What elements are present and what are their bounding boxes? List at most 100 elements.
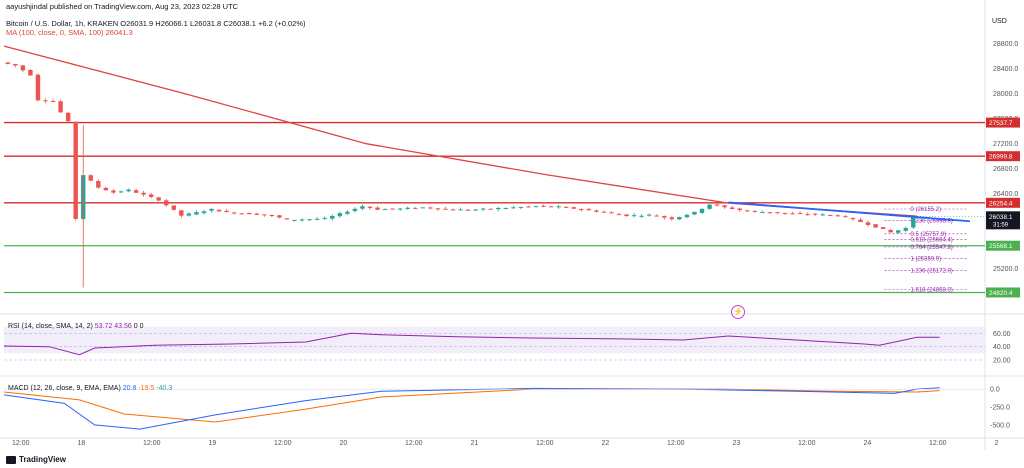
candle-body — [873, 224, 878, 228]
candle-body — [639, 215, 644, 217]
candle-body — [752, 210, 758, 212]
candle-body — [488, 208, 493, 210]
candle-body — [420, 207, 426, 209]
rsi-legend: RSI (14, close, SMA, 14, 2) 53.72 43.56 … — [8, 323, 144, 330]
close-value: 26038.1 — [228, 19, 256, 28]
y-tick-label: 28000.0 — [993, 91, 1018, 98]
published-note: aayushjindal published on TradingView.co… — [6, 2, 239, 11]
x-tick-label: 12:00 — [12, 440, 30, 447]
candle-body — [88, 175, 93, 181]
level-price-tag — [986, 117, 1020, 128]
ohlc-legend: Bitcoin / U.S. Dollar, 1h, KRAKEN O26031… — [6, 19, 306, 28]
candle-body — [563, 206, 569, 208]
candle-body — [737, 208, 742, 211]
rsi-value-1: 53.72 — [94, 323, 113, 330]
candle-body — [254, 213, 259, 215]
candle-body — [50, 101, 56, 103]
candle-body — [790, 213, 795, 215]
ma-legend: MA (100, close, 0, SMA, 100) 26041.3 — [6, 28, 133, 37]
candle-body — [692, 211, 697, 215]
macd-signal-line — [3, 388, 940, 423]
macd-value-3: -40.3 — [156, 385, 173, 392]
candle-body — [730, 207, 735, 210]
fib-level-label: 0.236 (25968.0) — [910, 219, 952, 225]
fib-level-label: 0.618 (25664.4) — [910, 238, 952, 244]
candle-body — [843, 216, 848, 218]
candle-body — [518, 206, 524, 208]
candle-body — [646, 214, 652, 216]
candle-body — [133, 190, 139, 193]
candle-body — [880, 227, 886, 230]
candle-body — [247, 212, 252, 215]
low-label: L — [189, 19, 195, 28]
candle-body — [360, 206, 365, 209]
candle-body — [760, 212, 765, 214]
candle-body — [828, 214, 833, 216]
rsi-label: RSI (14, close, SMA, 14, 2) — [8, 323, 93, 330]
candle-body — [141, 192, 146, 195]
candle-body — [586, 208, 592, 211]
candle-body — [609, 212, 614, 214]
tradingview-logo[interactable]: TradingView — [6, 455, 66, 464]
candle-body — [511, 207, 516, 209]
candle-body — [352, 208, 358, 212]
candle-body — [677, 216, 682, 220]
candle-body — [654, 215, 659, 217]
level-price-tag — [986, 287, 1020, 298]
close-label: C — [223, 19, 229, 28]
candle-body — [669, 217, 675, 220]
candle-body — [337, 213, 343, 217]
candle-body — [684, 214, 690, 218]
rsi-value-3: 0 — [133, 323, 138, 330]
macd-tick-label: -500.0 — [990, 422, 1010, 429]
candle-body — [428, 207, 433, 209]
candle-body — [277, 215, 282, 218]
candle-body — [745, 210, 750, 212]
high-value: 26066.1 — [160, 19, 188, 28]
candle-body — [465, 209, 471, 211]
candle-body — [911, 216, 916, 228]
x-tick-label: 12:00 — [143, 440, 161, 447]
candle-body — [216, 209, 222, 212]
candle-body — [284, 218, 290, 220]
x-tick-label: 23 — [733, 440, 741, 447]
candle-body — [314, 218, 320, 220]
candle-body — [322, 218, 327, 220]
candle-body — [345, 211, 350, 214]
x-tick-label: 24 — [864, 440, 872, 447]
candle-body — [722, 205, 727, 208]
candle-body — [194, 212, 199, 215]
candle-body — [624, 214, 629, 217]
bolt-icon[interactable]: ⚡ — [731, 305, 745, 319]
candle-body — [397, 208, 403, 210]
y-tick-label: 26400.0 — [993, 191, 1018, 198]
level-price-label: 25568.1 — [989, 243, 1013, 250]
trend-line — [728, 201, 970, 223]
tradingview-logo-icon — [6, 455, 16, 464]
candle-body — [820, 214, 825, 216]
candle-body — [382, 209, 388, 211]
candle-body — [148, 194, 154, 198]
x-tick-label: 12:00 — [798, 440, 816, 447]
candle-body — [179, 210, 184, 216]
fib-level-label: 1.236 (25172.0) — [910, 268, 952, 274]
level-price-label: 24820.4 — [989, 290, 1013, 297]
candle-body — [299, 219, 305, 221]
level-price-label: 27537.7 — [989, 120, 1013, 127]
level-price-label: 26999.8 — [989, 154, 1013, 161]
candle-body — [541, 205, 546, 207]
rsi-band — [4, 326, 985, 354]
rsi-tick-label: 20.00 — [993, 358, 1011, 365]
rsi-value-2: 43.56 — [114, 323, 132, 330]
candle-body — [28, 70, 33, 76]
candle-body — [269, 215, 275, 217]
candle-body — [13, 64, 18, 66]
macd-value-2: -19.5 — [138, 385, 155, 392]
candle-body — [503, 208, 509, 210]
y-tick-label: 28800.0 — [993, 41, 1018, 48]
candle-body — [662, 216, 667, 218]
candle-body — [805, 214, 810, 216]
x-tick-label: 12:00 — [274, 440, 292, 447]
candle-body — [631, 215, 637, 217]
